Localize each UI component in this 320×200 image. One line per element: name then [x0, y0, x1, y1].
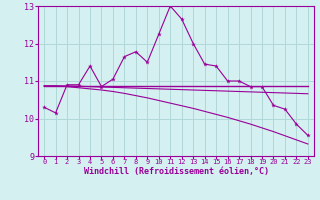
X-axis label: Windchill (Refroidissement éolien,°C): Windchill (Refroidissement éolien,°C) [84, 167, 268, 176]
